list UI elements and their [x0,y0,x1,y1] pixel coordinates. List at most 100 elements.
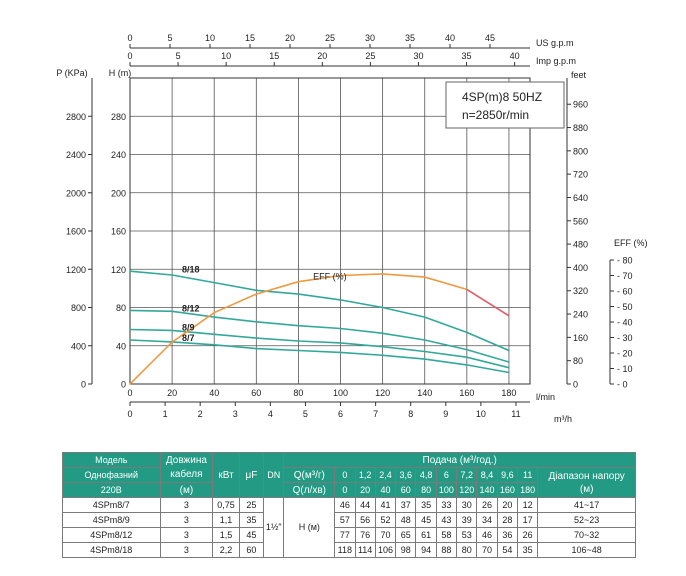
spec-table: Модель Довжина кабеля кВт μF DN Подача (… [62,452,636,558]
curve-label: 8/12 [182,303,200,313]
flow-lmin-value: 140 [476,482,498,498]
feet-tick-label: 800 [573,146,588,156]
th-cable-unit: (м) [159,482,214,498]
table-row: 4SPm8/18 3 2,2 60 118 114 106 98 94 88 80 70 54 35 106… [62,542,636,558]
m3h-tick-label: 3 [233,409,238,419]
table-row: 4SPm8/12 3 1,5 45 77 76 70 65 61 58 53 46 36 26 70~32 [62,527,636,543]
eff-tick-label: - 80 [617,256,633,266]
cell-capacitor: 25 [238,497,265,513]
feet-tick-label: 80 [573,356,583,366]
top-axis-tick-label: 40 [510,51,520,61]
feet-axis-label: feet [571,70,587,80]
m3h-tick-label: 5 [303,409,308,419]
cell-cable: 3 [159,542,214,558]
cell-head-value: 28 [496,512,519,528]
cell-head-value: 54 [496,542,519,558]
cell-head-label: H (м) [283,497,336,558]
m3h-tick-label: 11 [511,409,520,419]
cell-head-range: 41~17 [537,497,636,513]
cell-model: 4SPm8/7 [62,497,161,513]
cell-head-value: 33 [435,497,458,513]
cell-head-value: 53 [456,527,478,543]
cell-capacitor: 60 [238,542,265,558]
cell-head-range: 106~48 [537,542,636,558]
feet-tick-label: 720 [573,170,588,180]
flow-m3-value: 6 [435,467,458,483]
lmin-tick-label: 140 [417,388,432,398]
cell-head-value: 43 [435,512,458,528]
pressure-tick-label: 2400 [66,150,86,160]
top-axis-tick-label: 35 [462,51,472,61]
cell-head-value: 39 [456,512,478,528]
chart-curves [129,270,510,385]
model-speed: n=2850r/min [462,108,529,122]
m3h-tick-label: 4 [268,409,273,419]
cell-head-value: 35 [516,542,539,558]
cell-head-value: 114 [354,542,376,558]
cell-cable: 3 [159,527,214,543]
model-info-box: 4SP(m)8 50HZ n=2850r/min [445,81,565,129]
flow-m3-value: 3,6 [395,467,417,483]
top-axis-tick-label: 30 [365,33,375,43]
lmin-tick-label: 120 [375,388,390,398]
top-axis-tick-label: 25 [365,51,375,61]
th-flow-m3: Q(м³/г) [283,467,336,483]
m3h-tick-label: 8 [408,409,413,419]
head-tick-label: 160 [111,227,126,237]
pressure-tick-label: 1200 [66,265,86,275]
top-axis-tick-label: 5 [176,51,181,61]
m3h-tick-label: 7 [373,409,378,419]
top-axis-label: US g.p.m [536,38,574,48]
flow-lmin-value: 20 [354,482,376,498]
cell-power: 0,75 [212,497,240,513]
m3h-tick-label: 10 [476,409,486,419]
th-flow-title: Подача (м³/год.) [283,452,636,468]
top-axis-label: Imp g.p.m [536,56,576,66]
cell-model: 4SPm8/18 [62,542,161,558]
feet-tick-label: 160 [573,333,588,343]
cell-head-value: 12 [516,497,539,513]
top-axis-tick-label: 35 [405,33,415,43]
head-curve-8-9 [129,328,510,369]
cell-head-value: 37 [395,497,417,513]
head-tick-label: 80 [116,303,126,313]
top-axis-tick-label: 5 [167,33,172,43]
top-axis-tick-label: 15 [245,33,255,43]
cell-power: 1,5 [212,527,240,543]
pressure-tick-label: 2000 [66,188,86,198]
flow-m3-value: 11 [516,467,539,483]
cell-head-value: 48 [395,512,417,528]
cell-head-value: 77 [334,527,356,543]
head-tick-label: 280 [111,112,126,122]
lmin-tick-label: 180 [501,388,516,398]
th-model: Модель [62,452,161,468]
th-capacitor: μF [238,452,265,498]
eff-tick-label: - 20 [617,349,633,359]
feet-tick-label: 480 [573,240,588,250]
head-tick-label: 240 [111,150,126,160]
cell-head-value: 58 [435,527,458,543]
cell-model: 4SPm8/9 [62,512,161,528]
th-power: кВт [212,452,240,498]
cell-head-value: 70 [374,527,397,543]
cell-head-value: 106 [374,542,397,558]
feet-tick-label: 320 [573,286,588,296]
top-axis-tick-label: 10 [221,51,231,61]
cell-capacitor: 35 [238,512,265,528]
table-row: 4SPm8/9 3 1,1 35 57 56 52 48 45 43 39 34 28 17 52~23 [62,512,636,528]
cell-head-value: 41 [374,497,397,513]
head-tick-label: 0 [121,380,126,390]
curve-label: 8/9 [182,323,195,333]
cell-head-value: 70 [476,542,498,558]
top-axis-tick-label: 45 [485,33,495,43]
flow-lmin-value: 0 [334,482,356,498]
pressure-tick-label: 0 [81,380,86,390]
feet-tick-label: 960 [573,100,588,110]
cell-head-value: 34 [476,512,498,528]
lmin-tick-label: 0 [127,388,132,398]
lmin-tick-label: 100 [333,388,348,398]
flow-lmin-value: 80 [415,482,437,498]
th-dn: DN [263,452,285,498]
feet-tick-label: 240 [573,310,588,320]
m3h-tick-label: 9 [443,409,448,419]
